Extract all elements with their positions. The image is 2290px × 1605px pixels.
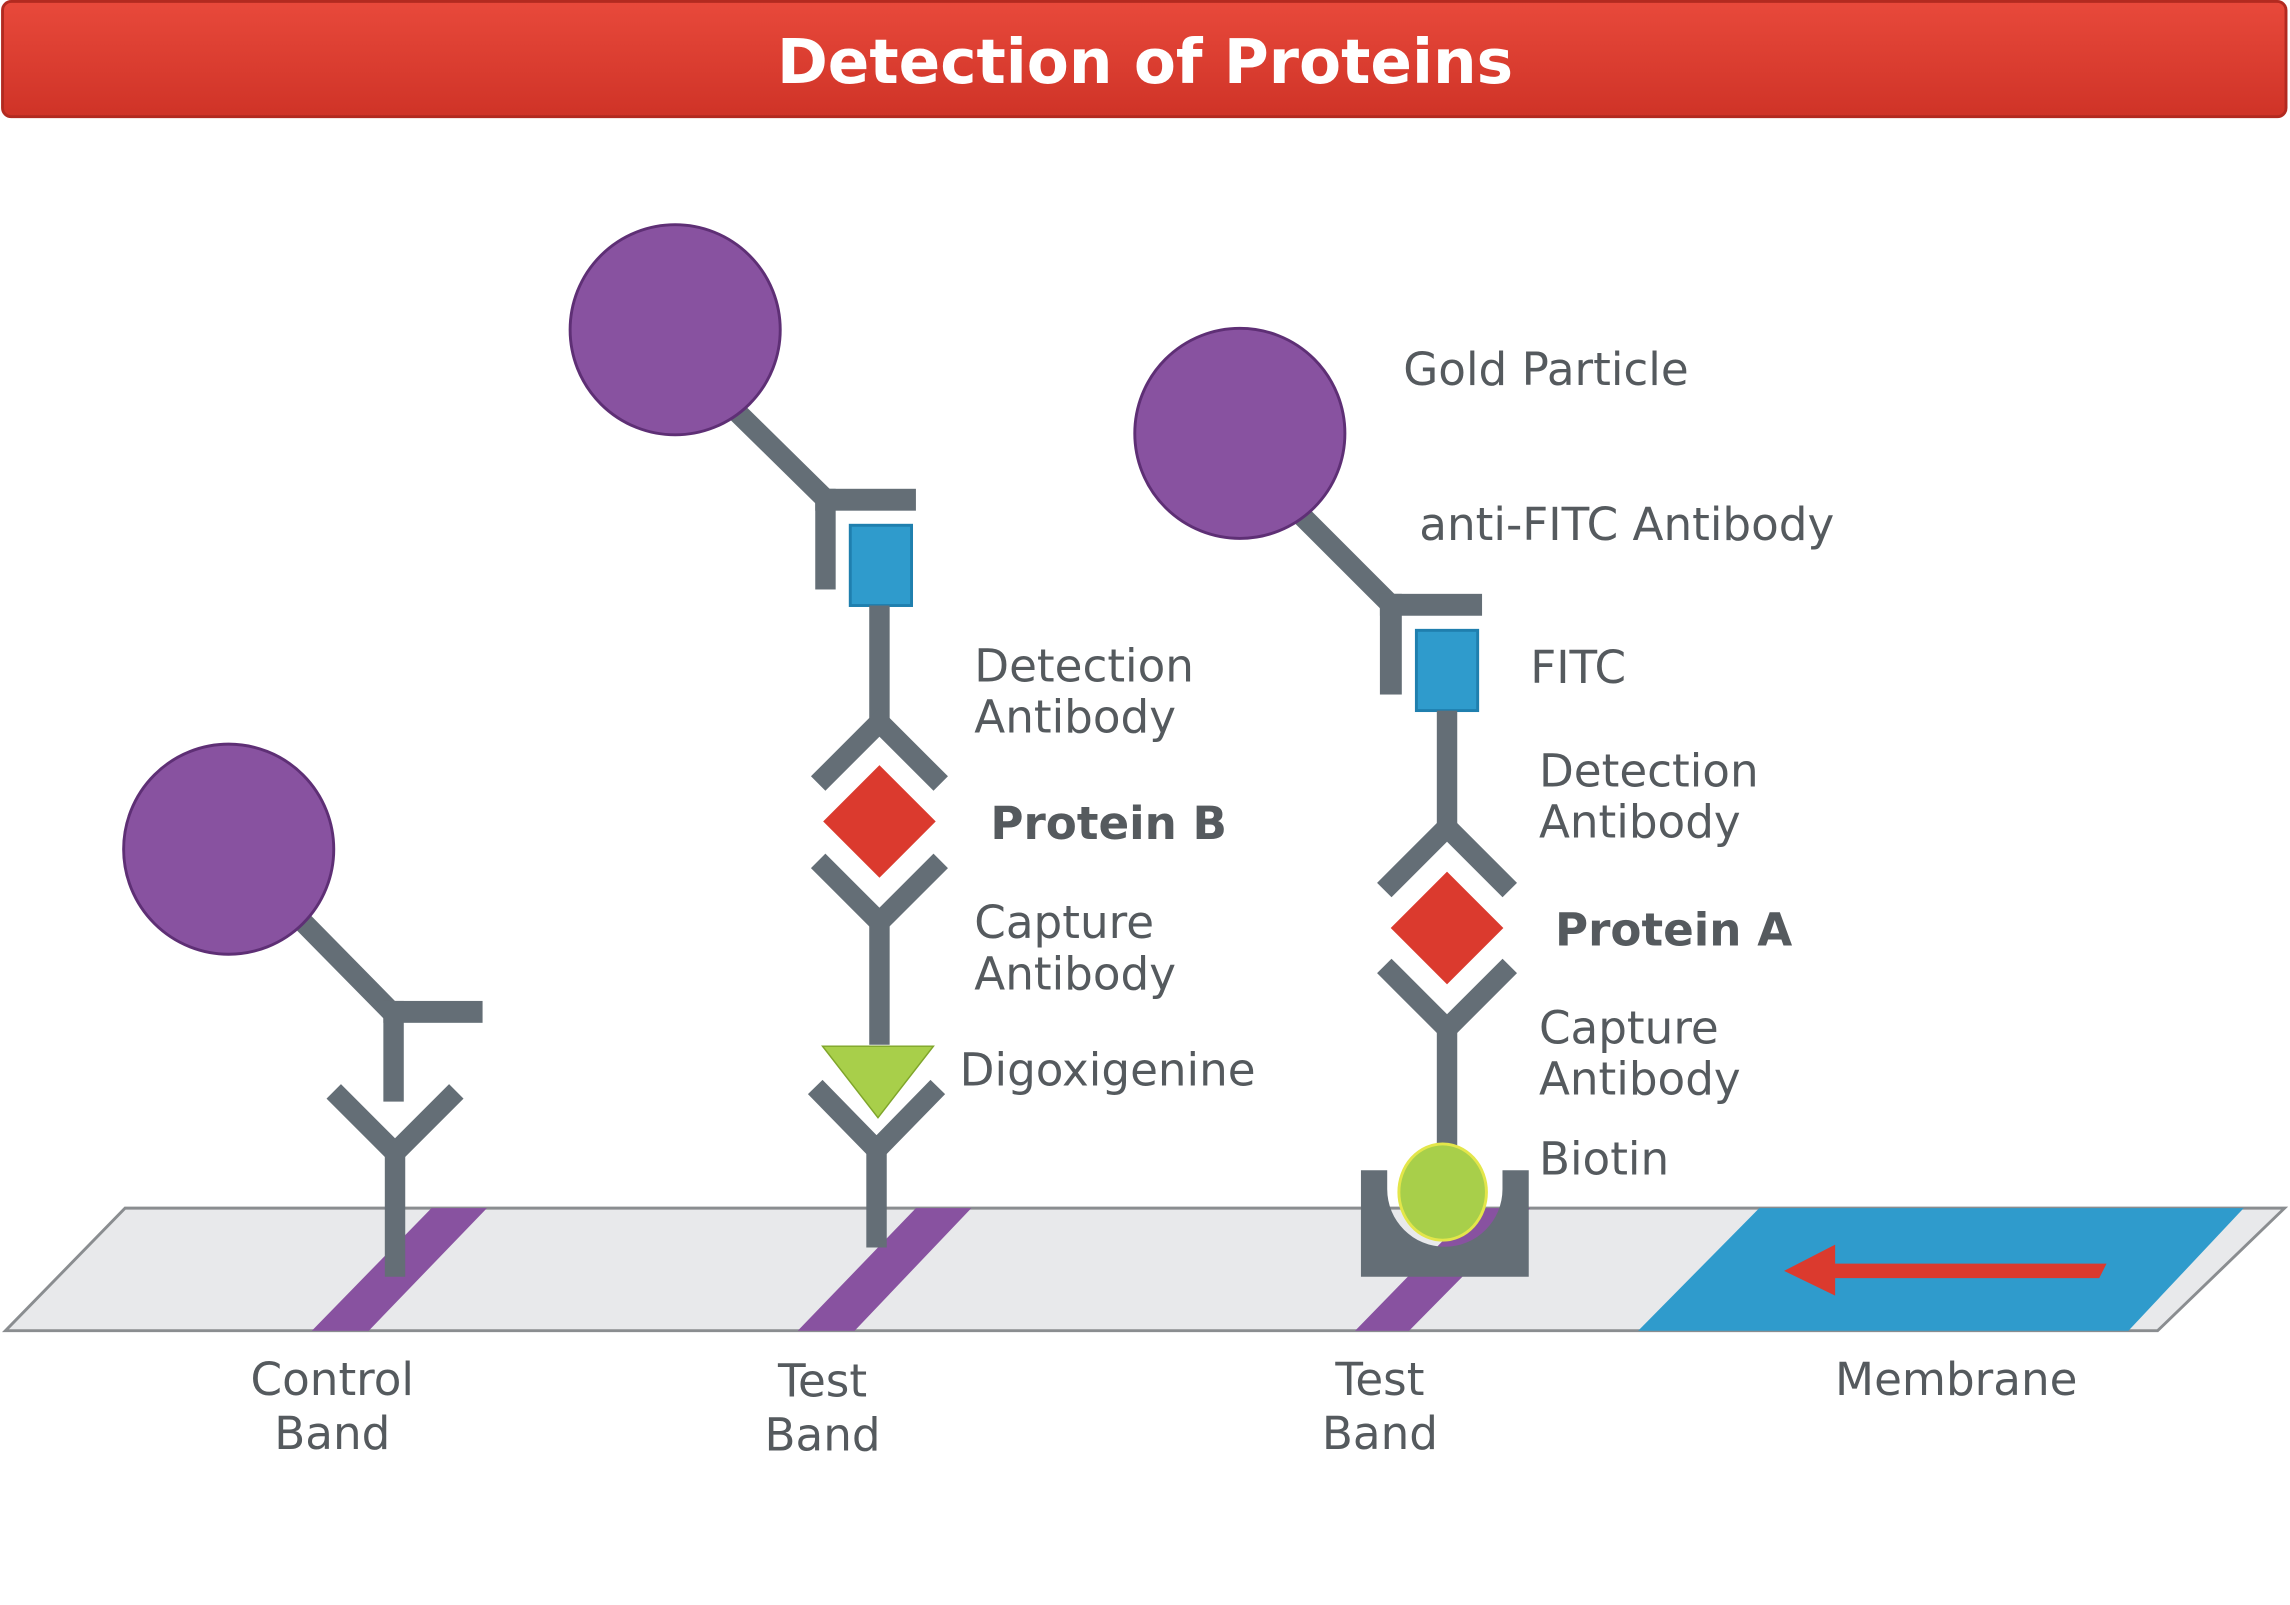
label-capture-antibody-b-2: Antibody	[974, 947, 1176, 1000]
label-detection-antibody-a-1: Detection	[1539, 744, 1759, 797]
title-bar: Detection of Proteins	[1, 0, 2288, 119]
label-capture-antibody-b-1: Capture	[974, 896, 1154, 949]
label-control-band-2: Band	[274, 1407, 390, 1460]
gold-particle-icon	[1133, 326, 1347, 540]
label-control-band-1: Control	[251, 1353, 414, 1406]
control-band-assembly	[122, 742, 483, 1277]
label-test-band-1a: Test	[777, 1354, 867, 1407]
test-band-a-assembly	[1133, 326, 1529, 1277]
label-digoxigenine: Digoxigenine	[960, 1044, 1256, 1097]
biotin-icon	[1397, 1142, 1488, 1242]
digoxigenine-icon	[821, 1045, 935, 1119]
page-title: Detection of Proteins	[777, 27, 1513, 98]
label-gold-particle: Gold Particle	[1403, 343, 1688, 396]
flow-arrow-icon	[1784, 1244, 2107, 1296]
label-detection-antibody-b-2: Antibody	[974, 690, 1176, 743]
test-strip	[1, 1206, 2289, 1333]
label-test-band-2a: Test	[1334, 1353, 1424, 1406]
gold-particle-icon	[122, 742, 336, 956]
label-detection-antibody-a-2: Antibody	[1539, 796, 1741, 849]
label-protein-b: Protein B	[990, 797, 1227, 850]
fitc-icon	[848, 523, 914, 607]
gold-particle-icon	[568, 223, 782, 437]
label-capture-antibody-a-1: Capture	[1539, 1001, 1719, 1054]
protein-b-icon	[819, 761, 940, 882]
label-fitc: FITC	[1530, 641, 1626, 694]
label-protein-a: Protein A	[1555, 903, 1792, 956]
fitc-icon	[1414, 628, 1480, 713]
label-anti-fitc-antibody: anti-FITC Antibody	[1419, 498, 1834, 551]
test-band-line-1	[797, 1208, 972, 1331]
streptavidin-holder-icon	[1360, 1170, 1529, 1277]
label-detection-antibody-b-1: Detection	[974, 639, 1194, 692]
label-test-band-1b: Band	[764, 1408, 880, 1461]
label-biotin: Biotin	[1539, 1133, 1669, 1186]
test-band-b-assembly	[568, 223, 948, 1248]
label-membrane: Membrane	[1835, 1353, 2077, 1406]
protein-a-icon	[1386, 867, 1508, 989]
label-test-band-2b: Band	[1322, 1407, 1438, 1460]
label-capture-antibody-a-2: Antibody	[1539, 1052, 1741, 1105]
